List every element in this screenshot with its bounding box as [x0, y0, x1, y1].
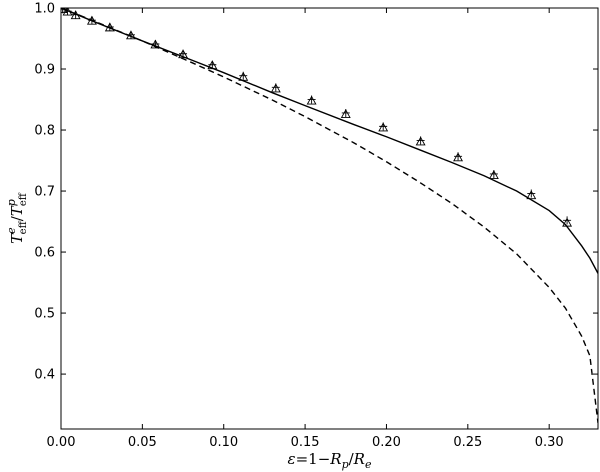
- data-point-plus: [71, 10, 80, 19]
- data-point-plus: [454, 152, 463, 161]
- x-tick-label: 0.30: [535, 435, 564, 450]
- series-line-dashed: [61, 8, 598, 423]
- data-point-plus: [307, 95, 316, 104]
- data-point-plus: [61, 8, 67, 14]
- data-point-triangle: [415, 136, 426, 146]
- data-point-plus: [271, 83, 280, 92]
- data-point-plus: [208, 60, 217, 69]
- y-tick-label: 1.0: [34, 2, 55, 17]
- data-point-plus: [379, 122, 388, 131]
- data-point-plus: [489, 169, 498, 178]
- data-point-plus: [527, 189, 536, 198]
- data-point-triangle: [270, 83, 281, 93]
- x-axis-label: ε=1−Rp/Re: [288, 450, 372, 471]
- data-point-plus: [87, 16, 96, 25]
- y-tick-label: 0.5: [34, 307, 55, 322]
- y-tick-label: 0.8: [34, 124, 55, 139]
- data-point-plus: [126, 30, 135, 39]
- x-tick-label: 0.05: [128, 435, 157, 450]
- y-tick-label: 0.6: [34, 246, 55, 261]
- data-point-triangle: [306, 95, 317, 105]
- data-point-triangle: [378, 122, 389, 132]
- data-point-triangle: [340, 109, 351, 118]
- y-axis-label: Teeff/Tpeff: [5, 192, 29, 244]
- plot-frame: [60, 7, 599, 430]
- data-point-triangle: [562, 217, 573, 227]
- x-tick-label: 0.00: [47, 435, 76, 450]
- data-point-plus: [151, 39, 160, 48]
- data-point-triangle: [488, 170, 499, 179]
- data-point-triangle: [526, 190, 537, 200]
- x-tick-label: 0.15: [291, 435, 320, 450]
- data-point-plus: [416, 136, 425, 145]
- y-tick-label: 0.7: [34, 185, 55, 200]
- data-point-plus: [105, 22, 114, 31]
- x-tick-label: 0.25: [453, 435, 482, 450]
- axis-ticks: 0.00 0.05 0.10 0.15 0.20 0.25 0.30 0.4 0.5 0.6 0.7…: [34, 2, 598, 450]
- x-tick-label: 0.20: [372, 435, 401, 450]
- data-point-plus: [179, 49, 188, 58]
- data-point-triangle: [453, 152, 464, 162]
- series-line-solid: [61, 8, 598, 274]
- y-tick-label: 0.9: [34, 63, 55, 78]
- data-point-triangle: [238, 71, 249, 81]
- data-point-plus: [563, 216, 572, 225]
- y-tick-label: 0.4: [34, 368, 55, 383]
- x-tick-label: 0.10: [209, 435, 238, 450]
- plot-area: [61, 8, 598, 423]
- data-point-plus: [239, 71, 248, 80]
- data-point-plus: [341, 108, 350, 117]
